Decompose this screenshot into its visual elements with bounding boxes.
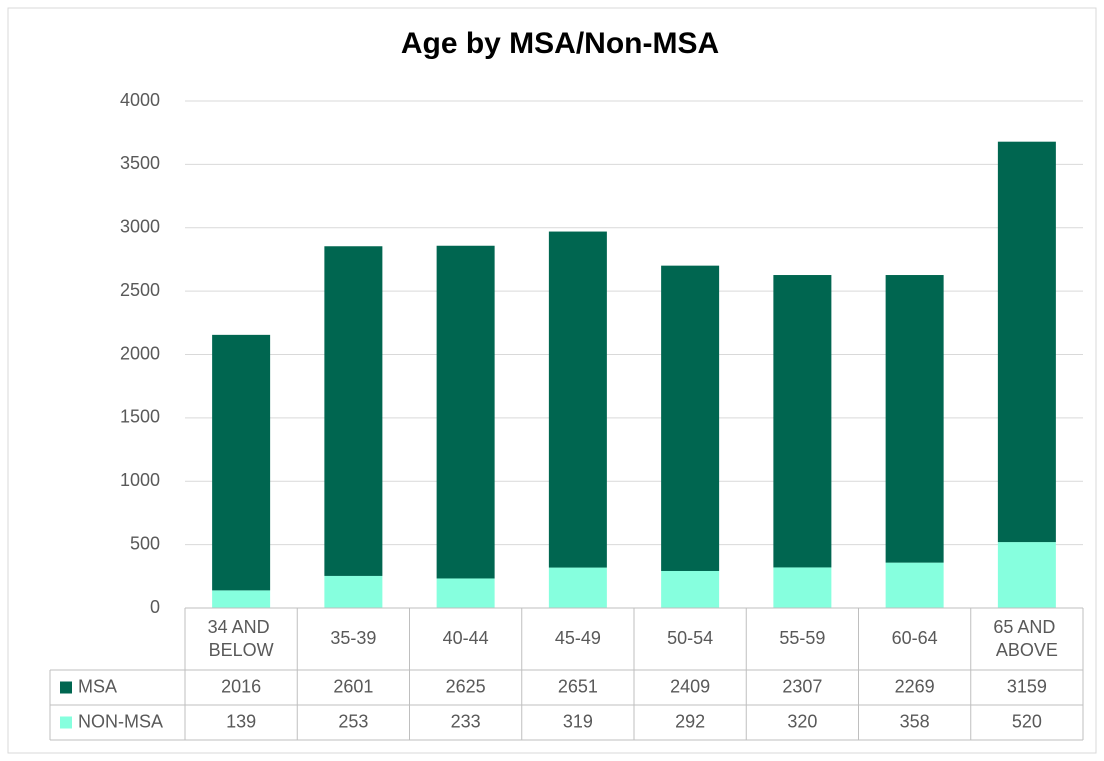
y-tick-label: 1000 bbox=[120, 470, 160, 490]
table-value: 253 bbox=[338, 711, 368, 731]
x-tick-label: 55-59 bbox=[779, 628, 825, 648]
x-tick-label: 50-54 bbox=[667, 628, 713, 648]
table-value: 2625 bbox=[446, 676, 486, 696]
table-value: 358 bbox=[900, 711, 930, 731]
bar-segment bbox=[436, 578, 495, 608]
y-tick-label: 3500 bbox=[120, 153, 160, 173]
chart-title: Age by MSA/Non-MSA bbox=[401, 27, 719, 60]
table-value: 139 bbox=[226, 711, 256, 731]
bar-segment bbox=[661, 265, 720, 571]
table-value: 2269 bbox=[895, 676, 935, 696]
bar-segment bbox=[997, 542, 1056, 608]
legend-swatch bbox=[60, 681, 72, 694]
y-tick-label: 1500 bbox=[120, 407, 160, 427]
table-value: 319 bbox=[563, 711, 593, 731]
bar-segment bbox=[661, 570, 720, 608]
bar-segment bbox=[324, 575, 383, 608]
y-tick-label: 3000 bbox=[120, 217, 160, 237]
x-tick-label: 45-49 bbox=[555, 628, 601, 648]
x-tick-label: 35-39 bbox=[330, 628, 376, 648]
y-tick-label: 4000 bbox=[120, 90, 160, 110]
table-value: 292 bbox=[675, 711, 705, 731]
table-value: 2651 bbox=[558, 676, 598, 696]
bar-segment bbox=[773, 275, 832, 568]
bar-segment bbox=[548, 567, 607, 608]
bar-segment bbox=[548, 231, 607, 568]
bar-segment bbox=[997, 141, 1056, 543]
label-line: BELOW bbox=[209, 640, 274, 660]
y-tick-label: 0 bbox=[150, 597, 160, 617]
table-value: 520 bbox=[1012, 711, 1042, 731]
bar-segment bbox=[436, 245, 495, 579]
table-value: 2409 bbox=[670, 676, 710, 696]
y-tick-label: 500 bbox=[130, 533, 160, 553]
legend-label: MSA bbox=[78, 676, 117, 696]
bar-segment bbox=[773, 567, 832, 608]
legend-label: NON-MSA bbox=[78, 711, 163, 731]
label-line: 65 AND bbox=[993, 617, 1060, 637]
table-value: 2307 bbox=[782, 676, 822, 696]
table-value: 320 bbox=[787, 711, 817, 731]
bar-segment bbox=[212, 334, 271, 591]
y-tick-label: 2500 bbox=[120, 280, 160, 300]
label-line: ABOVE bbox=[996, 640, 1058, 660]
table-value: 233 bbox=[451, 711, 481, 731]
table-value: 3159 bbox=[1007, 676, 1047, 696]
label-line: 34 AND bbox=[208, 617, 275, 637]
bar-segment bbox=[885, 562, 944, 608]
bar-segment bbox=[324, 246, 383, 576]
bar-segment bbox=[212, 590, 271, 608]
legend-swatch bbox=[60, 716, 72, 729]
table-value: 2016 bbox=[221, 676, 261, 696]
bar-segment bbox=[885, 275, 944, 563]
x-tick-label: 34 AND BELOW bbox=[208, 617, 275, 660]
table-value: 2601 bbox=[333, 676, 373, 696]
x-tick-label: 40-44 bbox=[443, 628, 489, 648]
x-tick-label: 60-64 bbox=[892, 628, 938, 648]
x-tick-label: 65 AND ABOVE bbox=[993, 617, 1060, 660]
y-tick-label: 2000 bbox=[120, 343, 160, 363]
